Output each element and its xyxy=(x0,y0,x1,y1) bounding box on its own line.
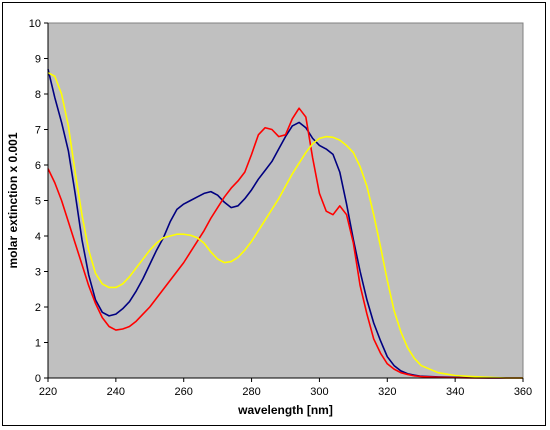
y-tick-label: 9 xyxy=(35,54,41,66)
x-tick-label: 240 xyxy=(107,386,125,398)
y-tick-label: 0 xyxy=(35,373,41,385)
x-tick-label: 220 xyxy=(39,386,57,398)
y-tick-label: 10 xyxy=(29,18,41,30)
y-tick-label: 7 xyxy=(35,125,41,137)
series-line-1 xyxy=(47,68,523,379)
x-tick-label: 300 xyxy=(310,386,328,398)
y-tick-label: 5 xyxy=(35,196,41,208)
plot-area xyxy=(47,22,524,379)
axes-layer: 220 240 260 280 300 320 340 360 0 1 2 3 4 5 6 7 8 9 10 xyxy=(29,18,532,398)
y-tick-label: 6 xyxy=(35,160,41,172)
x-tick-label: 260 xyxy=(175,386,193,398)
x-tick-label: 360 xyxy=(514,386,532,398)
series-layer xyxy=(47,68,523,379)
x-axis-title: wavelength [nm] xyxy=(237,403,333,417)
x-tick-label: 340 xyxy=(446,386,464,398)
y-tick-label: 2 xyxy=(35,302,41,314)
x-tick-label: 280 xyxy=(242,386,260,398)
y-tick-label: 4 xyxy=(35,231,41,243)
series-line-2 xyxy=(47,107,523,379)
x-tick-label: 320 xyxy=(378,386,396,398)
y-tick-label: 3 xyxy=(35,267,41,279)
series-line-3 xyxy=(47,71,523,379)
y-tick-label: 1 xyxy=(35,338,41,350)
y-tick-label: 8 xyxy=(35,89,41,101)
y-axis-title: molar extinction x 0.001 xyxy=(6,132,20,268)
